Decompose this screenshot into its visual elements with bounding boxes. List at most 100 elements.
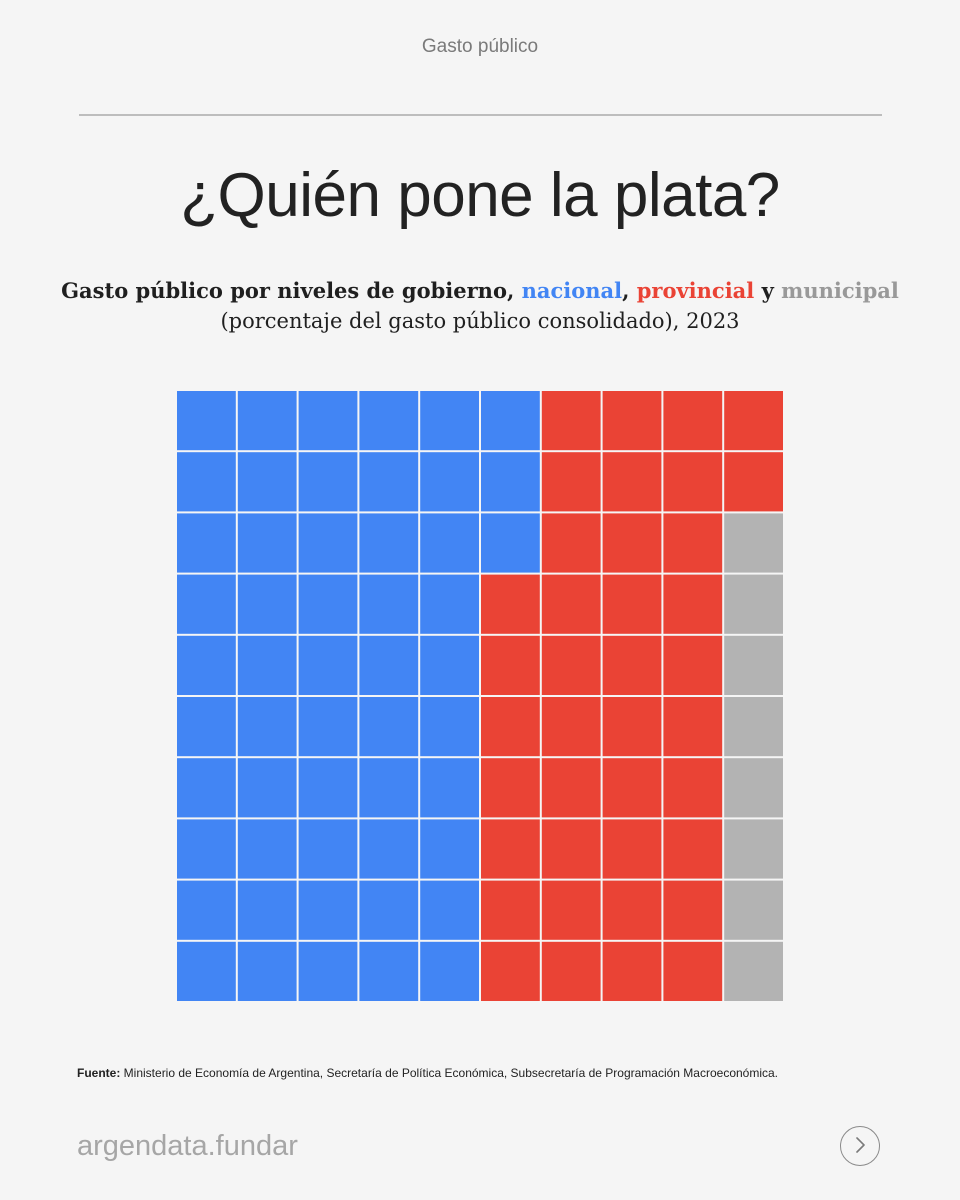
waffle-cell-nacional xyxy=(237,697,297,757)
waffle-cell-provincial xyxy=(541,880,601,940)
waffle-cell-nacional xyxy=(359,574,419,634)
waffle-cell-nacional xyxy=(177,697,236,757)
waffle-cell-provincial xyxy=(602,941,662,1001)
waffle-cell-nacional xyxy=(420,941,479,1001)
chart-subtitle: Gasto público por niveles de gobierno, n… xyxy=(40,276,920,336)
waffle-cell-provincial xyxy=(541,697,601,757)
waffle-cell-provincial xyxy=(602,758,662,818)
waffle-cell-provincial xyxy=(481,697,540,757)
subtitle-prefix: Gasto público por niveles de gobierno, xyxy=(61,278,522,303)
waffle-cell-provincial xyxy=(481,819,540,879)
waffle-cell-nacional xyxy=(298,635,358,695)
waffle-cell-nacional xyxy=(420,758,479,818)
waffle-cell-provincial xyxy=(663,574,723,634)
waffle-cell-municipal xyxy=(724,941,783,1001)
waffle-cell-nacional xyxy=(177,391,236,451)
waffle-cell-municipal xyxy=(724,819,783,879)
page-title: ¿Quién pone la plata? xyxy=(180,161,780,230)
waffle-cell-nacional xyxy=(177,880,236,940)
waffle-cell-nacional xyxy=(298,574,358,634)
waffle-cell-nacional xyxy=(177,758,236,818)
waffle-cell-provincial xyxy=(663,452,723,512)
waffle-cell-municipal xyxy=(724,880,783,940)
waffle-cell-provincial xyxy=(663,880,723,940)
waffle-cell-nacional xyxy=(298,452,358,512)
waffle-cell-provincial xyxy=(602,880,662,940)
waffle-cell-municipal xyxy=(724,758,783,818)
waffle-cell-provincial xyxy=(663,391,723,451)
waffle-cell-nacional xyxy=(359,452,419,512)
waffle-cell-provincial xyxy=(602,635,662,695)
waffle-cell-nacional xyxy=(359,697,419,757)
waffle-cell-provincial xyxy=(602,513,662,573)
waffle-chart xyxy=(176,390,784,1002)
waffle-cell-municipal xyxy=(724,635,783,695)
section-label: Gasto público xyxy=(421,36,539,57)
waffle-cell-provincial xyxy=(541,391,601,451)
waffle-cell-nacional xyxy=(359,819,419,879)
chevron-right-icon xyxy=(853,1136,867,1157)
source-note: Fuente: Ministerio de Economía de Argent… xyxy=(77,1066,897,1080)
waffle-cell-nacional xyxy=(237,941,297,1001)
waffle-cell-nacional xyxy=(298,819,358,879)
waffle-cell-nacional xyxy=(298,880,358,940)
waffle-cell-provincial xyxy=(481,758,540,818)
waffle-cell-nacional xyxy=(237,452,297,512)
source-label: Fuente: xyxy=(77,1066,121,1080)
source-text: Ministerio de Economía de Argentina, Sec… xyxy=(120,1066,779,1080)
waffle-cell-provincial xyxy=(541,452,601,512)
waffle-svg xyxy=(177,391,783,1001)
subtitle-comma: , xyxy=(622,278,637,303)
waffle-cell-nacional xyxy=(359,391,419,451)
waffle-cell-municipal xyxy=(724,697,783,757)
waffle-cell-provincial xyxy=(481,880,540,940)
waffle-cell-nacional xyxy=(237,391,297,451)
waffle-cell-municipal xyxy=(724,513,783,573)
waffle-cell-nacional xyxy=(420,452,479,512)
waffle-cell-nacional xyxy=(359,635,419,695)
waffle-cell-provincial xyxy=(724,452,783,512)
waffle-cell-nacional xyxy=(237,635,297,695)
waffle-cell-provincial xyxy=(663,697,723,757)
waffle-cell-provincial xyxy=(602,452,662,512)
waffle-cell-nacional xyxy=(177,513,236,573)
waffle-cell-nacional xyxy=(177,574,236,634)
waffle-cell-nacional xyxy=(177,635,236,695)
waffle-cell-nacional xyxy=(298,513,358,573)
waffle-cell-provincial xyxy=(481,941,540,1001)
waffle-cell-provincial xyxy=(602,697,662,757)
waffle-cell-nacional xyxy=(420,819,479,879)
waffle-cell-nacional xyxy=(298,758,358,818)
waffle-cell-nacional xyxy=(359,758,419,818)
waffle-cell-nacional xyxy=(359,941,419,1001)
waffle-cell-nacional xyxy=(359,880,419,940)
waffle-cell-nacional xyxy=(177,941,236,1001)
waffle-cell-provincial xyxy=(602,391,662,451)
next-button[interactable] xyxy=(840,1126,880,1166)
waffle-cell-nacional xyxy=(237,880,297,940)
waffle-cell-provincial xyxy=(541,819,601,879)
waffle-cell-nacional xyxy=(481,452,540,512)
waffle-cell-provincial xyxy=(481,635,540,695)
waffle-cell-provincial xyxy=(541,513,601,573)
waffle-cell-provincial xyxy=(663,758,723,818)
waffle-cell-nacional xyxy=(420,391,479,451)
waffle-cell-provincial xyxy=(541,574,601,634)
subtitle-and: y xyxy=(754,278,782,303)
waffle-cell-nacional xyxy=(298,697,358,757)
waffle-cell-nacional xyxy=(237,513,297,573)
waffle-cell-nacional xyxy=(237,819,297,879)
waffle-cell-nacional xyxy=(420,513,479,573)
waffle-cell-provincial xyxy=(602,574,662,634)
waffle-cell-provincial xyxy=(541,758,601,818)
waffle-cell-provincial xyxy=(541,635,601,695)
waffle-cell-provincial xyxy=(602,819,662,879)
brand-logo: argendata.fundar xyxy=(77,1130,298,1162)
waffle-cell-provincial xyxy=(663,819,723,879)
waffle-cell-municipal xyxy=(724,574,783,634)
waffle-cell-provincial xyxy=(724,391,783,451)
waffle-cell-nacional xyxy=(420,880,479,940)
waffle-cell-nacional xyxy=(481,513,540,573)
legend-municipal: municipal xyxy=(781,278,899,303)
legend-provincial: provincial xyxy=(636,278,755,303)
